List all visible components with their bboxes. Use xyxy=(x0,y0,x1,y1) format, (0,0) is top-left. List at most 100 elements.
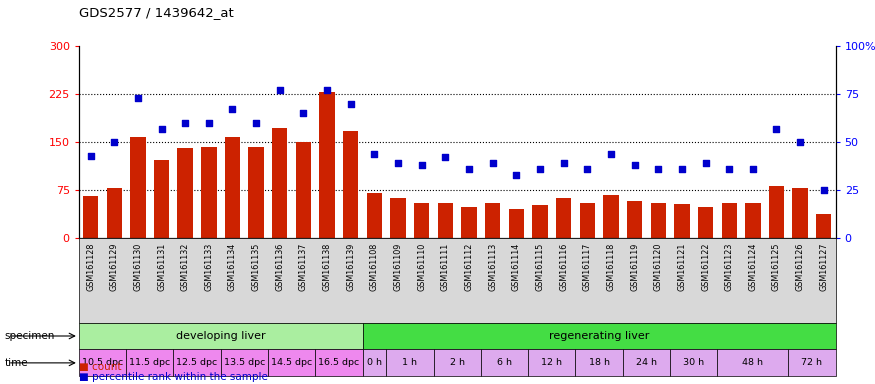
Point xyxy=(556,160,570,166)
Text: GSM161122: GSM161122 xyxy=(701,242,710,291)
Point xyxy=(108,139,122,145)
Bar xyxy=(508,209,524,238)
Bar xyxy=(362,323,836,349)
Text: 30 h: 30 h xyxy=(683,358,704,367)
Bar xyxy=(126,349,173,376)
Text: GSM161112: GSM161112 xyxy=(465,242,473,291)
Bar xyxy=(675,204,690,238)
Point xyxy=(84,152,98,159)
Text: 14.5 dpc: 14.5 dpc xyxy=(271,358,312,367)
Text: GDS2577 / 1439642_at: GDS2577 / 1439642_at xyxy=(79,6,234,19)
Point xyxy=(178,120,192,126)
Bar xyxy=(769,185,784,238)
Text: GSM161111: GSM161111 xyxy=(441,242,450,291)
Text: 11.5 dpc: 11.5 dpc xyxy=(130,358,171,367)
Text: GSM161120: GSM161120 xyxy=(654,242,662,291)
Text: 12 h: 12 h xyxy=(542,358,563,367)
Text: ■ percentile rank within the sample: ■ percentile rank within the sample xyxy=(79,372,268,382)
Point xyxy=(273,87,287,93)
Bar xyxy=(528,349,576,376)
Bar xyxy=(296,142,311,238)
Text: GSM161110: GSM161110 xyxy=(417,242,426,291)
Bar xyxy=(461,207,477,238)
Bar xyxy=(670,349,718,376)
Text: GSM161108: GSM161108 xyxy=(370,242,379,291)
Bar xyxy=(362,349,386,376)
Point xyxy=(297,110,311,116)
Bar xyxy=(319,92,335,238)
Bar xyxy=(173,349,220,376)
Bar xyxy=(268,349,315,376)
Point xyxy=(155,126,169,132)
Bar xyxy=(481,349,528,376)
Point xyxy=(580,166,594,172)
Text: 18 h: 18 h xyxy=(589,358,610,367)
Point xyxy=(249,120,263,126)
Bar xyxy=(816,214,831,238)
Point xyxy=(769,126,783,132)
Bar xyxy=(722,203,737,238)
Text: GSM161118: GSM161118 xyxy=(606,242,615,291)
Bar xyxy=(79,349,126,376)
Text: specimen: specimen xyxy=(4,331,55,341)
Text: GSM161131: GSM161131 xyxy=(157,242,166,291)
Bar xyxy=(579,203,595,238)
Text: 16.5 dpc: 16.5 dpc xyxy=(318,358,360,367)
Text: GSM161132: GSM161132 xyxy=(180,242,190,291)
Text: GSM161128: GSM161128 xyxy=(86,242,95,291)
Point xyxy=(226,106,240,113)
Point xyxy=(368,151,382,157)
Text: GSM161137: GSM161137 xyxy=(299,242,308,291)
Text: GSM161136: GSM161136 xyxy=(276,242,284,291)
Bar xyxy=(438,203,453,238)
Bar xyxy=(603,195,619,238)
Point xyxy=(391,160,405,166)
Bar xyxy=(201,147,216,238)
Point xyxy=(651,166,665,172)
Bar xyxy=(793,188,808,238)
Bar xyxy=(386,349,433,376)
Point xyxy=(202,120,216,126)
Text: 72 h: 72 h xyxy=(802,358,822,367)
Point xyxy=(320,87,334,93)
Point xyxy=(816,187,830,193)
Bar xyxy=(315,349,362,376)
Text: GSM161129: GSM161129 xyxy=(109,242,119,291)
Bar xyxy=(154,160,169,238)
Text: GSM161138: GSM161138 xyxy=(323,242,332,291)
Text: GSM161109: GSM161109 xyxy=(394,242,402,291)
Text: regenerating liver: regenerating liver xyxy=(549,331,649,341)
Point xyxy=(415,162,429,168)
Text: ■ count: ■ count xyxy=(79,362,122,372)
Bar xyxy=(83,197,98,238)
Text: GSM161114: GSM161114 xyxy=(512,242,521,291)
Bar xyxy=(178,149,192,238)
Point xyxy=(722,166,736,172)
Bar xyxy=(650,203,666,238)
Text: GSM161126: GSM161126 xyxy=(795,242,805,291)
Text: GSM161119: GSM161119 xyxy=(630,242,639,291)
Point xyxy=(438,154,452,161)
Bar xyxy=(414,203,430,238)
Bar xyxy=(788,349,836,376)
Point xyxy=(627,162,641,168)
Point xyxy=(746,166,760,172)
Bar xyxy=(485,203,500,238)
Bar xyxy=(623,349,670,376)
Bar xyxy=(626,201,642,238)
Bar xyxy=(248,147,264,238)
Text: GSM161133: GSM161133 xyxy=(205,242,213,291)
Bar xyxy=(220,349,268,376)
Text: 2 h: 2 h xyxy=(450,358,465,367)
Text: GSM161121: GSM161121 xyxy=(677,242,686,291)
Point xyxy=(793,139,807,145)
Bar xyxy=(698,207,713,238)
Bar xyxy=(576,349,623,376)
Bar xyxy=(130,137,145,238)
Bar xyxy=(367,193,382,238)
Point xyxy=(344,101,358,107)
Text: 48 h: 48 h xyxy=(742,358,763,367)
Point xyxy=(462,166,476,172)
Bar xyxy=(390,198,406,238)
Text: GSM161130: GSM161130 xyxy=(133,242,143,291)
